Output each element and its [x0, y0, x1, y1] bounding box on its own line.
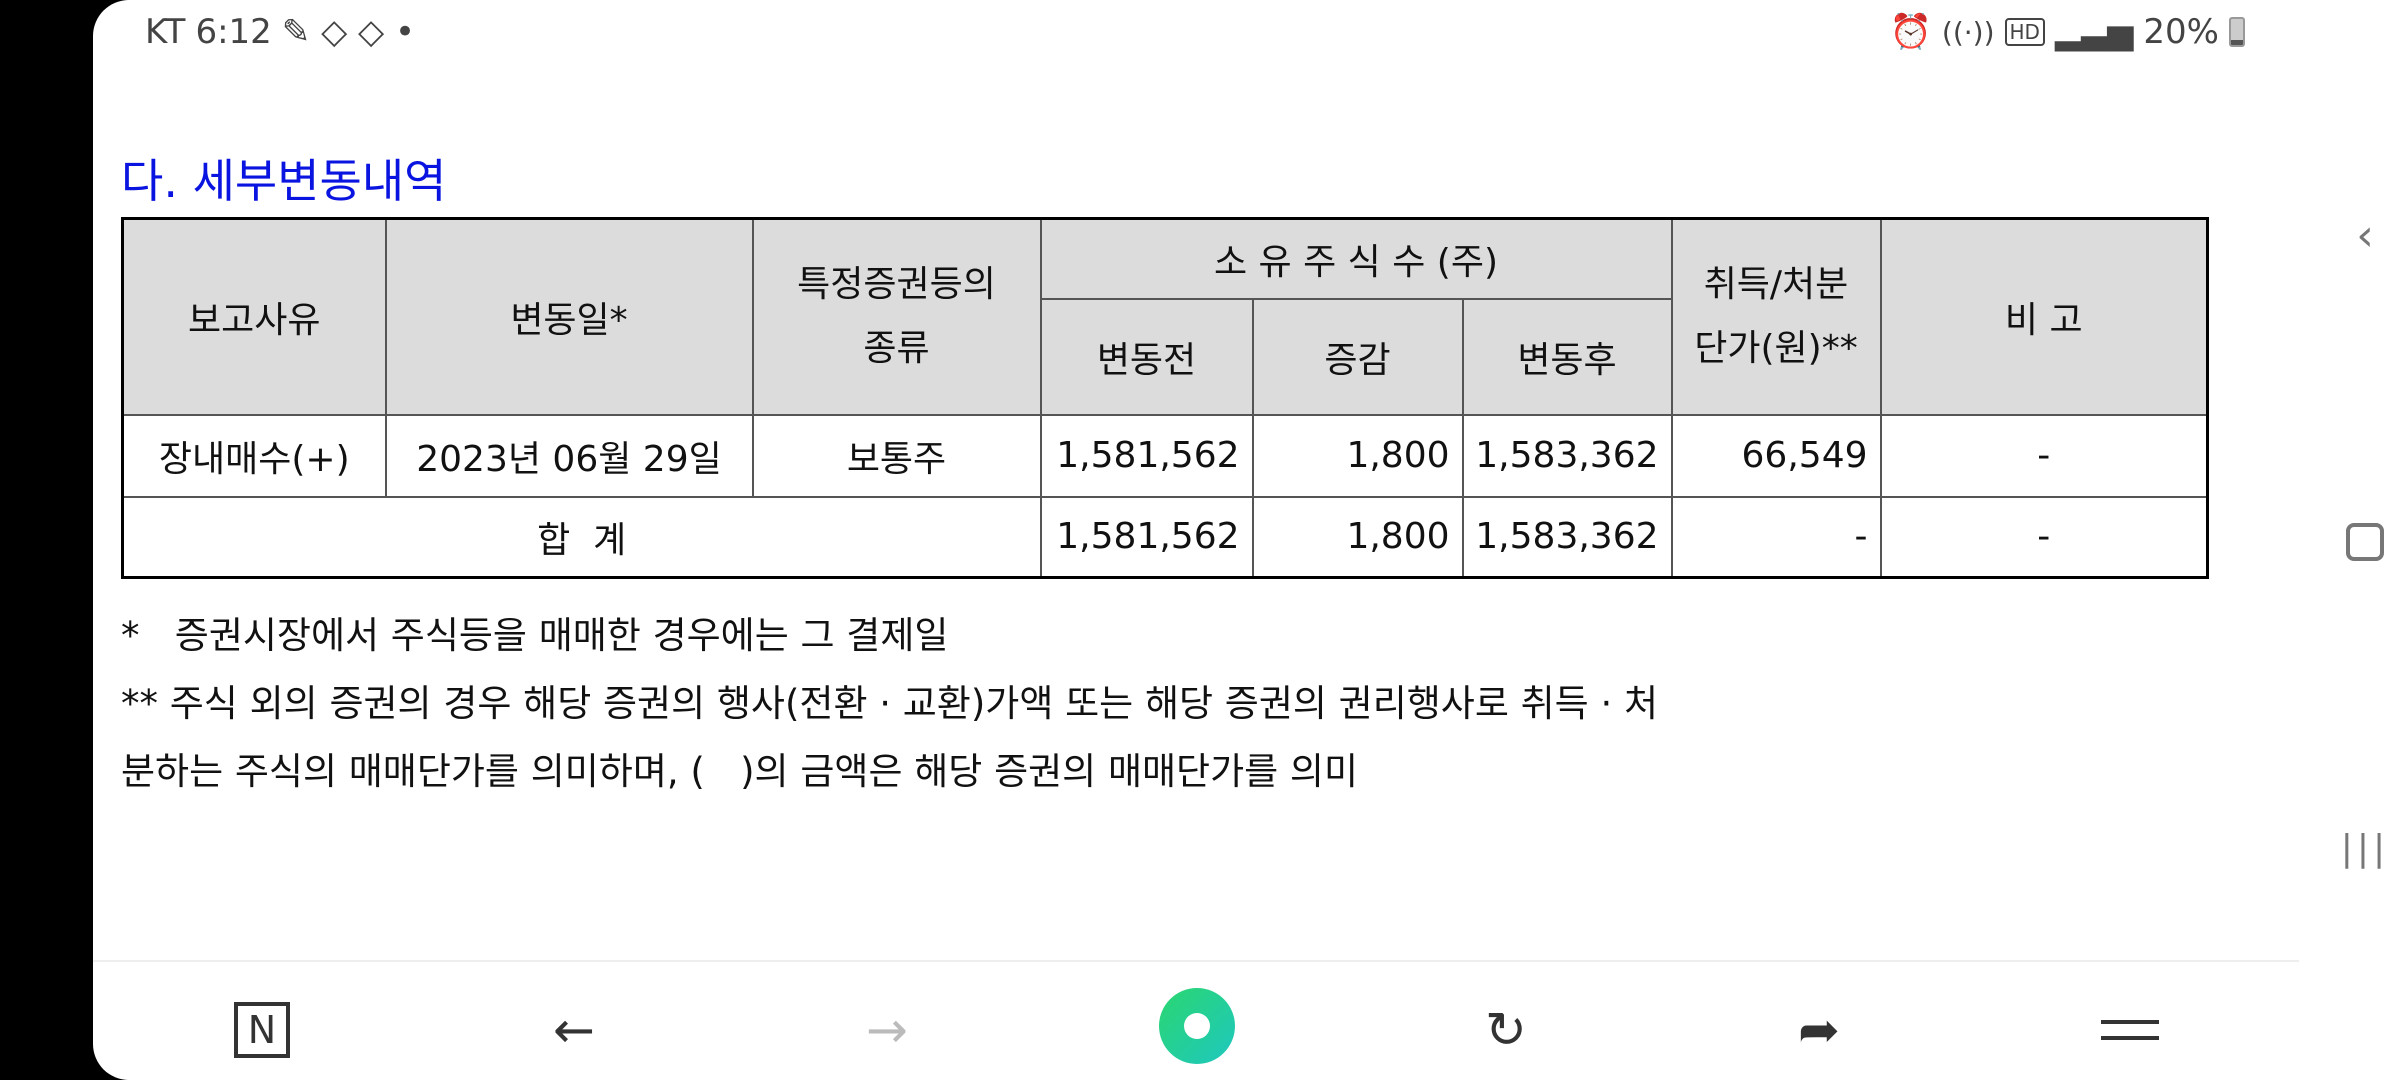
header-shares: 소 유 주 식 수 (주) — [1039, 217, 1673, 300]
total-before: 1,581,562 — [1039, 495, 1254, 579]
cell-date: 2023년 06월 29일 — [384, 413, 754, 498]
chevron-left-icon: ‹ — [2356, 209, 2374, 261]
green-dot-icon — [1184, 1013, 1210, 1039]
carrier: KT — [145, 12, 186, 52]
time: 6:12 — [195, 12, 272, 52]
cell-type: 보통주 — [751, 413, 1042, 498]
system-home-button[interactable] — [2340, 517, 2390, 567]
header-price-line2: 단가(원)** — [1694, 327, 1858, 369]
header-reason: 보고사유 — [121, 217, 387, 416]
notification-icons: ✎ ◇ ◇ • — [281, 12, 416, 52]
footnote-3: 분하는 주식의 매매단가를 의미하며, ( )의 금액은 해당 증권의 매매단가… — [121, 750, 1359, 793]
alarm-icon: ⏰ — [1889, 12, 1932, 52]
header-type-line1: 특정증권등의 — [797, 263, 996, 305]
total-price: - — [1670, 495, 1882, 579]
cell-remark: - — [1879, 413, 2209, 498]
total-row: 합 계 1,581,562 1,800 1,583,362 - - — [121, 495, 2209, 579]
arrow-left-icon: ← — [553, 1001, 595, 1059]
table-row: 장내매수(+) 2023년 06월 29일 보통주 1,581,562 1,80… — [121, 413, 2209, 498]
signal-icon: ▂▃▅ — [2054, 12, 2134, 52]
arrow-right-icon: → — [866, 1001, 908, 1059]
header-remark: 비 고 — [1879, 217, 2209, 416]
reload-icon: ↻ — [1485, 1001, 1527, 1059]
naver-n-icon: N — [234, 1002, 290, 1058]
battery-icon — [2229, 17, 2245, 47]
header-type-line2: 종류 — [863, 327, 930, 369]
header-after: 변동후 — [1461, 297, 1673, 416]
cell-price: 66,549 — [1670, 413, 1882, 498]
recents-icon: ||| — [2340, 827, 2390, 869]
share-icon: ➦ — [1798, 1001, 1840, 1059]
header-date: 변동일* — [384, 217, 754, 416]
total-remark: - — [1879, 495, 2209, 579]
cell-change: 1,800 — [1251, 413, 1464, 498]
cell-before: 1,581,562 — [1039, 413, 1254, 498]
footnote-2: ** 주식 외의 증권의 경우 해당 증권의 행사(전환 · 교환)가액 또는 … — [121, 682, 1659, 725]
cell-after: 1,583,362 — [1461, 413, 1673, 498]
battery-percent: 20% — [2143, 12, 2219, 52]
reload-button[interactable]: ↻ — [1476, 1000, 1536, 1060]
status-bar-left: KT 6:12 ✎ ◇ ◇ • — [145, 10, 415, 54]
total-change: 1,800 — [1251, 495, 1464, 579]
home-square-icon — [2346, 523, 2384, 561]
share-button[interactable]: ➦ — [1789, 1000, 1849, 1060]
browser-toolbar — [93, 960, 2299, 1080]
total-label: 합 계 — [121, 495, 1042, 579]
header-change: 증감 — [1251, 297, 1464, 416]
header-price-line1: 취득/처분 — [1703, 263, 1849, 305]
wifi-icon: ((·)) — [1941, 15, 1995, 49]
forward-button[interactable]: → — [857, 1000, 917, 1060]
green-dot-button[interactable] — [1159, 988, 1235, 1064]
status-bar-right: ⏰ ((·)) HD ▂▃▅ 20% — [1890, 10, 2245, 54]
menu-button[interactable] — [2100, 1000, 2160, 1060]
total-after: 1,583,362 — [1461, 495, 1673, 579]
hd-icon: HD — [2004, 18, 2045, 46]
system-recents-button[interactable]: ||| — [2340, 823, 2390, 873]
section-heading: 다. 세부변동내역 — [121, 154, 447, 208]
header-before: 변동전 — [1039, 297, 1254, 416]
menu-icon — [2101, 1020, 2159, 1040]
naver-home-button[interactable]: N — [232, 1000, 292, 1060]
footnote-1: * 증권시장에서 주식등을 매매한 경우에는 그 결제일 — [121, 614, 949, 657]
system-back-button[interactable]: ‹ — [2340, 209, 2390, 261]
cell-reason: 장내매수(+) — [121, 413, 387, 498]
back-button[interactable]: ← — [544, 1000, 604, 1060]
